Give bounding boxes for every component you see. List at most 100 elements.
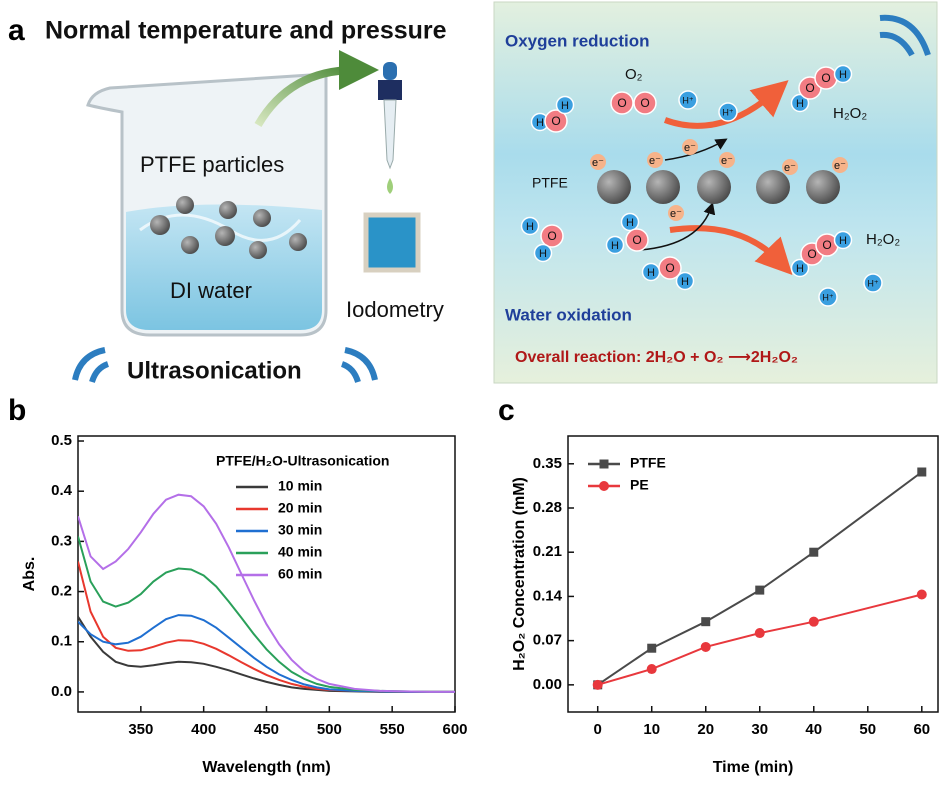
y-tick-label: 0.28 xyxy=(533,499,562,516)
proton-label: H⁺ xyxy=(722,107,733,117)
x-tick-label: 30 xyxy=(751,721,768,738)
iodometry-sample xyxy=(366,215,418,270)
atom-label: H xyxy=(647,267,655,279)
label: H₂O₂ xyxy=(833,105,867,122)
series-line xyxy=(78,617,455,692)
y-tick-label: 0.35 xyxy=(533,455,562,472)
legend-marker xyxy=(600,460,609,469)
data-point xyxy=(701,642,711,652)
atom-label: O xyxy=(665,261,674,275)
series-line xyxy=(598,595,922,685)
data-point xyxy=(809,548,818,557)
x-tick-label: 550 xyxy=(380,721,405,738)
atom-label: O xyxy=(805,81,814,95)
reaction: Overall reaction: 2H₂O + O₂ ⟶2H₂O₂ xyxy=(515,349,798,366)
electron-label: e⁻ xyxy=(649,155,661,167)
y-axis-title: H₂O₂ Concentration (mM) xyxy=(511,477,528,671)
atom-label: H xyxy=(681,276,689,288)
x-axis-title: Wavelength (nm) xyxy=(202,759,330,776)
data-point xyxy=(647,664,657,674)
legend-title: PTFE/H₂O-Ultrasonication xyxy=(216,453,389,469)
label: Oxygen reduction xyxy=(505,31,650,50)
y-tick-label: 0.4 xyxy=(51,482,73,499)
x-tick-label: 600 xyxy=(442,721,467,738)
electron-label: e⁻ xyxy=(834,160,846,172)
legend-label: 20 min xyxy=(278,500,322,516)
figure: a Normal temperature and pressure PTFE p… xyxy=(0,0,940,781)
legend-label: 60 min xyxy=(278,566,322,582)
atom-label: H xyxy=(839,235,847,247)
panel-label: b xyxy=(8,394,26,427)
atom-label: H xyxy=(611,240,619,252)
x-tick-label: 20 xyxy=(697,721,714,738)
series-line xyxy=(78,495,455,692)
atom-label: H xyxy=(839,69,847,81)
y-axis-title: Abs. xyxy=(21,557,38,592)
panel-title: Normal temperature and pressure xyxy=(45,17,447,45)
legend-label: 10 min xyxy=(278,478,322,494)
label: PTFE particles xyxy=(140,152,284,177)
series-line xyxy=(78,562,455,692)
legend-marker xyxy=(599,481,609,491)
atom-label: O xyxy=(551,114,560,128)
proton-label: H⁺ xyxy=(682,95,693,105)
y-tick-label: 0.5 xyxy=(51,432,72,449)
y-tick-label: 0.00 xyxy=(533,676,562,693)
atom-label: O xyxy=(822,238,831,252)
atom-label: O xyxy=(632,233,641,247)
atom-label: H xyxy=(626,217,634,229)
label: O₂ xyxy=(625,66,643,83)
atom-label: H xyxy=(796,98,804,110)
atom-label: O xyxy=(617,96,626,110)
atom-label: O xyxy=(547,229,556,243)
data-point xyxy=(755,586,764,595)
data-point xyxy=(593,680,603,690)
data-point xyxy=(701,617,710,626)
dropper xyxy=(378,62,402,194)
legend-label: 30 min xyxy=(278,522,322,538)
atom-label: H xyxy=(539,248,547,260)
series-line xyxy=(78,536,455,692)
data-point xyxy=(917,590,927,600)
electron-label: e⁻ xyxy=(670,208,682,220)
y-tick-label: 0.2 xyxy=(51,583,72,600)
electron-label: e⁻ xyxy=(684,142,696,154)
label: Water oxidation xyxy=(505,305,632,324)
label: Iodometry xyxy=(346,297,444,322)
data-point xyxy=(809,617,819,627)
y-tick-label: 0.07 xyxy=(533,632,562,649)
atom-label: H xyxy=(796,263,804,275)
atom-label: H xyxy=(536,117,544,129)
legend-label: PE xyxy=(630,477,649,493)
series-line xyxy=(78,615,455,692)
series-line xyxy=(598,472,922,685)
x-tick-label: 50 xyxy=(859,721,876,738)
x-tick-label: 10 xyxy=(643,721,660,738)
electron-label: e⁻ xyxy=(784,162,796,174)
panel-label: a xyxy=(8,14,25,47)
x-tick-label: 0 xyxy=(594,721,602,738)
atom-label: H xyxy=(561,100,569,112)
y-tick-label: 0.0 xyxy=(51,683,72,700)
x-tick-label: 350 xyxy=(128,721,153,738)
data-point xyxy=(755,628,765,638)
x-tick-label: 450 xyxy=(254,721,279,738)
y-tick-label: 0.21 xyxy=(533,543,562,560)
atom-label: H xyxy=(526,221,534,233)
atom-label: O xyxy=(640,96,649,110)
x-tick-label: 40 xyxy=(805,721,822,738)
proton-label: H⁺ xyxy=(822,292,833,302)
data-point xyxy=(647,644,656,653)
panel-label: c xyxy=(498,394,515,427)
x-tick-label: 400 xyxy=(191,721,216,738)
y-tick-label: 0.3 xyxy=(51,532,72,549)
proton-label: H⁺ xyxy=(867,278,878,288)
label: PTFE xyxy=(532,175,568,191)
label: DI water xyxy=(170,278,252,303)
plot-frame xyxy=(568,436,938,712)
legend-label: PTFE xyxy=(630,455,666,471)
y-tick-label: 0.1 xyxy=(51,633,72,650)
electron-label: e⁻ xyxy=(592,157,604,169)
label: H₂O₂ xyxy=(866,231,900,248)
data-point xyxy=(917,468,926,477)
